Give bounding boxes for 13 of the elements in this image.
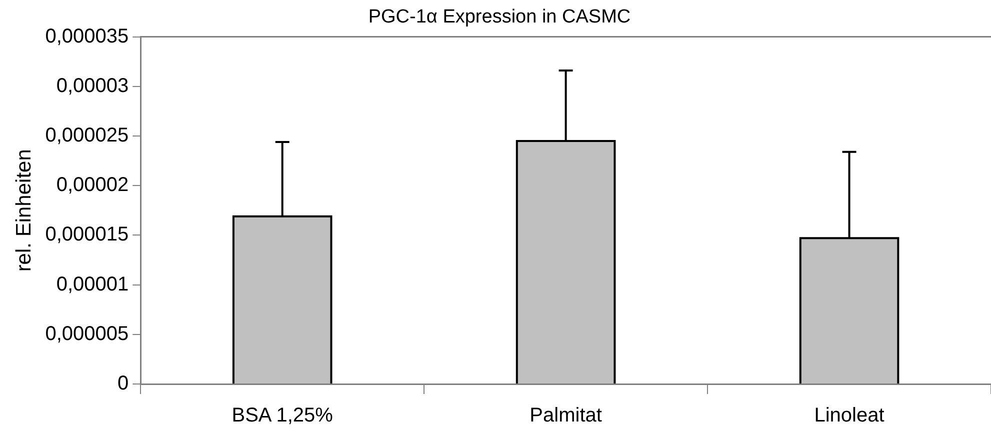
y-tick-label: 0,000035 <box>45 25 129 48</box>
y-tick-label: 0,00001 <box>56 273 129 296</box>
y-tick-label: 0,000025 <box>45 124 129 147</box>
y-axis-title: rel. Einheiten <box>12 149 36 272</box>
y-tick-label: 0,000005 <box>45 322 129 345</box>
chart-title: PGC-1α Expression in CASMC <box>368 6 631 28</box>
x-tick-label: BSA 1,25% <box>232 404 334 427</box>
x-tick-label: Linoleat <box>814 404 885 427</box>
y-tick-label: 0,00002 <box>56 174 129 196</box>
y-tick-label: 0,00003 <box>56 74 129 97</box>
y-tick-label: 0,000015 <box>45 224 129 246</box>
y-tick-label: 0 <box>117 372 129 395</box>
x-tick-label: Palmitat <box>530 404 602 427</box>
